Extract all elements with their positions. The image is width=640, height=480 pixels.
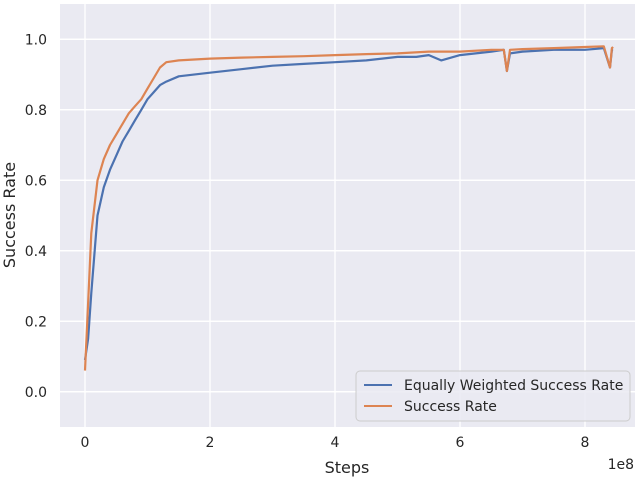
x-tick-label: 6 xyxy=(456,435,465,451)
x-axis-label: Steps xyxy=(325,458,370,477)
x-tick-label: 2 xyxy=(206,435,215,451)
x-tick-labels: 0 2 4 6 8 xyxy=(81,435,590,451)
y-tick-label: 0.4 xyxy=(25,244,47,260)
series-line-1 xyxy=(83,46,614,361)
grid-lines xyxy=(60,4,635,427)
y-tick-label: 0.8 xyxy=(25,103,47,119)
y-tick-label: 1.0 xyxy=(25,32,47,48)
legend-box xyxy=(355,370,631,422)
y-tick-label: 0.2 xyxy=(25,314,47,330)
x-offset-text: 1e8 xyxy=(608,457,634,473)
x-tick-label: 4 xyxy=(331,435,340,451)
plot-background xyxy=(60,4,635,427)
y-tick-labels: 0.0 0.2 0.4 0.6 0.8 1.0 xyxy=(25,32,47,401)
series-line-2 xyxy=(83,45,614,371)
y-tick-label: 0.0 xyxy=(25,385,47,401)
legend-label: Success Rate xyxy=(404,399,497,415)
legend: Equally Weighted Success Rate Success Rat… xyxy=(355,370,631,422)
legend-label: Equally Weighted Success Rate xyxy=(404,378,623,394)
x-tick-label: 0 xyxy=(81,435,90,451)
y-tick-label: 0.6 xyxy=(25,173,47,189)
y-axis-label: Success Rate xyxy=(0,162,19,268)
series-layer xyxy=(83,45,614,371)
x-tick-label: 8 xyxy=(581,435,590,451)
